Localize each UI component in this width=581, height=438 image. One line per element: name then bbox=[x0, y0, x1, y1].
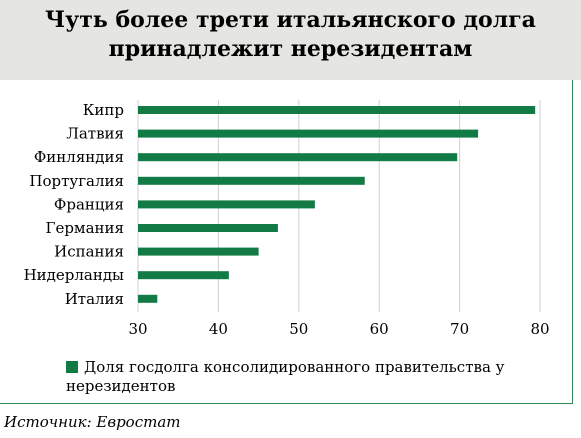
category-label: Нидерланды bbox=[24, 266, 124, 284]
bar bbox=[138, 153, 458, 162]
legend: Доля госдолга консолидированного правите… bbox=[66, 358, 546, 396]
x-tick-label: 40 bbox=[209, 320, 228, 338]
category-label: Финляндия bbox=[34, 148, 124, 166]
legend-swatch bbox=[66, 361, 78, 373]
bar bbox=[138, 176, 365, 185]
bar bbox=[138, 129, 479, 138]
category-label: Франция bbox=[54, 195, 124, 213]
x-tick-label: 50 bbox=[289, 320, 308, 338]
bar bbox=[138, 294, 158, 303]
category-label: Латвия bbox=[66, 125, 124, 143]
category-label: Португалия bbox=[29, 172, 124, 190]
category-label: Германия bbox=[46, 219, 124, 237]
bar bbox=[138, 224, 278, 232]
category-labels: Кипр Латвия Финляндия Португалия Франция Герм… bbox=[24, 101, 124, 308]
x-tick-labels: 30 40 50 60 70 80 bbox=[128, 320, 549, 338]
x-tick-label: 60 bbox=[370, 320, 389, 338]
title-band bbox=[0, 0, 581, 80]
chart-title-line-2: принадлежит нерезидентам bbox=[108, 36, 473, 62]
legend-label: Доля госдолга консолидированного правите… bbox=[66, 358, 505, 395]
x-tick-label: 70 bbox=[450, 320, 469, 338]
bar bbox=[138, 106, 536, 114]
bars bbox=[138, 106, 536, 303]
x-tick-label: 30 bbox=[128, 320, 147, 338]
chart-title-line-1: Чуть более трети итальянского долга bbox=[45, 7, 536, 33]
chart-title: Чуть более трети итальянского долга прин… bbox=[0, 6, 581, 64]
source-note: Источник: Евростат bbox=[4, 413, 181, 431]
bar bbox=[138, 200, 315, 209]
bar bbox=[138, 247, 259, 256]
x-tick-label: 80 bbox=[530, 320, 549, 338]
category-label: Италия bbox=[65, 290, 124, 308]
chart-frame bbox=[0, 80, 573, 404]
bar-chart: Кипр Латвия Финляндия Португалия Франция Герм… bbox=[24, 100, 550, 338]
category-label: Кипр bbox=[83, 101, 124, 119]
bar bbox=[138, 271, 229, 280]
category-label: Испания bbox=[54, 243, 124, 261]
